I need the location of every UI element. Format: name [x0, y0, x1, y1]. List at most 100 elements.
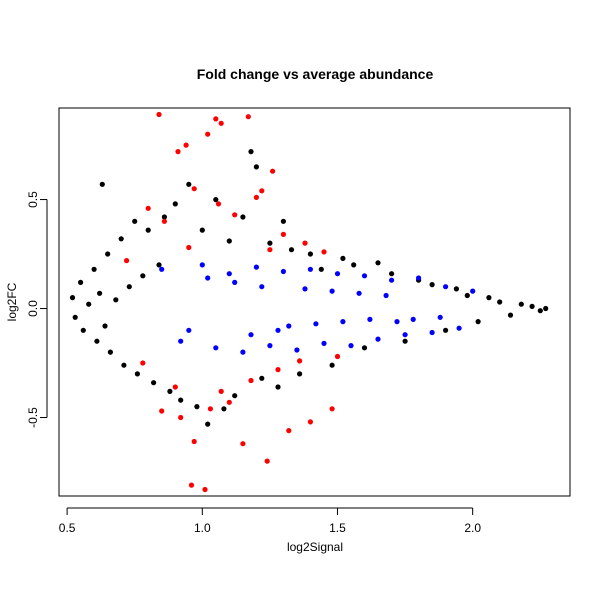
point-s0-32 [226, 238, 232, 244]
point-s1-12 [215, 201, 222, 207]
point-s0-30 [213, 197, 219, 203]
point-s0-27 [194, 404, 200, 410]
point-s1-37 [124, 258, 130, 264]
y-tick-label: -0.5 [26, 407, 40, 428]
point-s1-19 [159, 408, 165, 414]
point-s0-41 [288, 247, 295, 253]
x-tick-label: 0.5 [59, 521, 76, 535]
point-s1-7 [259, 188, 265, 194]
point-s2-38 [410, 316, 416, 322]
point-s2-14 [361, 273, 368, 279]
point-s2-18 [416, 275, 422, 281]
point-s0-51 [402, 338, 408, 344]
point-s1-6 [245, 114, 251, 120]
point-s2-22 [470, 288, 476, 294]
point-s0-14 [121, 362, 127, 368]
point-s2-0 [159, 266, 165, 272]
point-s0-44 [318, 266, 324, 272]
point-s0-42 [297, 371, 303, 377]
point-s0-17 [134, 371, 140, 377]
point-s0-10 [105, 251, 111, 257]
point-s1-26 [286, 428, 292, 434]
point-s0-58 [486, 295, 492, 301]
point-s0-26 [186, 181, 192, 187]
point-s0-7 [97, 290, 103, 296]
point-s2-36 [356, 290, 362, 296]
point-s0-18 [140, 273, 146, 279]
point-s2-25 [340, 319, 346, 325]
point-s2-5 [240, 349, 246, 355]
point-s1-30 [202, 486, 208, 493]
point-s1-17 [321, 249, 327, 255]
point-s2-3 [213, 345, 219, 351]
point-s1-18 [140, 360, 146, 366]
point-s1-27 [307, 419, 313, 425]
point-s2-21 [456, 325, 462, 331]
point-s0-4 [86, 301, 92, 307]
point-s1-11 [191, 186, 197, 192]
point-s2-20 [443, 284, 449, 290]
point-s0-49 [375, 260, 381, 266]
point-s0-6 [94, 338, 100, 344]
point-s1-15 [280, 231, 286, 237]
point-s0-1 [72, 314, 78, 320]
point-s0-12 [113, 297, 119, 303]
point-s0-8 [99, 181, 105, 187]
point-s1-31 [178, 414, 184, 421]
point-s0-13 [118, 236, 124, 242]
point-s0-22 [161, 214, 167, 220]
point-s2-19 [429, 329, 435, 336]
point-s2-27 [394, 319, 400, 325]
point-s2-13 [348, 343, 354, 349]
point-s1-25 [264, 458, 270, 464]
point-s1-10 [161, 218, 167, 224]
point-s2-32 [248, 332, 254, 338]
point-s2-17 [402, 332, 408, 338]
point-s1-1 [175, 149, 181, 155]
point-s2-10 [307, 266, 313, 272]
point-s2-35 [329, 288, 335, 294]
point-s1-2 [183, 142, 189, 148]
point-s2-16 [389, 277, 395, 283]
point-s1-20 [172, 384, 178, 390]
point-s0-29 [205, 421, 211, 427]
point-s2-39 [437, 314, 443, 320]
point-s0-43 [307, 251, 313, 257]
point-s2-6 [253, 264, 259, 270]
y-tick-label: 0.0 [26, 300, 40, 317]
point-s0-25 [178, 397, 184, 403]
point-s2-8 [280, 268, 286, 275]
point-s0-56 [464, 292, 470, 299]
point-s0-59 [497, 299, 503, 305]
point-s1-8 [270, 168, 276, 174]
point-s0-37 [259, 375, 265, 381]
point-s2-7 [267, 343, 273, 349]
point-s2-31 [186, 327, 192, 333]
points-layer [69, 111, 549, 493]
point-s0-39 [275, 384, 281, 390]
point-s0-0 [69, 295, 76, 301]
plot-frame [58, 107, 571, 497]
point-s1-9 [145, 205, 151, 211]
point-s0-50 [389, 271, 395, 277]
y-axis-ticks: -0.5 0.0 0.5 [26, 191, 47, 428]
point-s0-64 [543, 305, 549, 312]
point-s2-24 [313, 321, 319, 327]
point-s0-46 [340, 255, 346, 261]
point-s1-0 [156, 111, 162, 118]
point-s0-24 [172, 201, 178, 207]
point-s1-36 [334, 353, 341, 360]
point-s1-33 [248, 377, 254, 384]
point-s0-20 [151, 380, 157, 386]
x-axis-label: log2Signal [287, 540, 343, 554]
point-s0-55 [453, 286, 459, 292]
point-s2-11 [321, 340, 327, 346]
point-s0-48 [361, 345, 368, 351]
point-s2-29 [232, 279, 238, 285]
x-axis-ticks: 0.5 1.0 1.5 2.0 [59, 508, 481, 535]
point-s0-15 [126, 284, 132, 290]
point-s1-23 [226, 399, 232, 405]
point-s0-3 [80, 327, 86, 333]
point-s1-4 [213, 116, 219, 122]
